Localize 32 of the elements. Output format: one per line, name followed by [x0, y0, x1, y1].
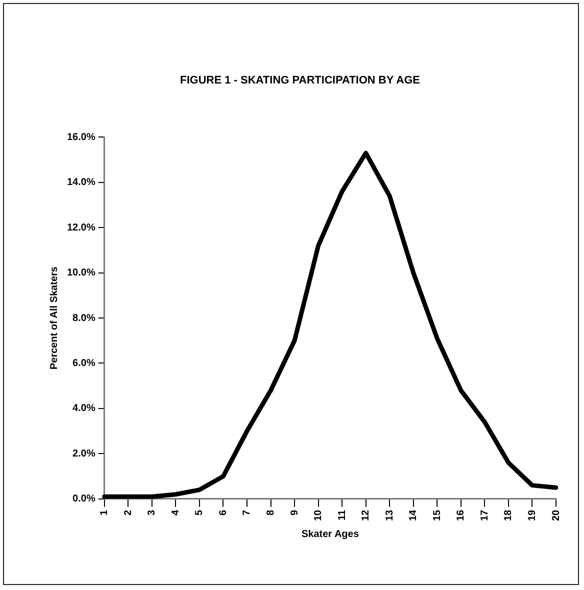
y-tick-label: 12.0%: [66, 222, 96, 234]
x-tick-label: 3: [146, 509, 158, 516]
x-tick-label: 6: [218, 509, 229, 516]
x-tick-label: 5: [194, 509, 206, 516]
x-axis-title: Skater Ages: [301, 528, 360, 540]
x-tick-label: 8: [266, 509, 276, 516]
x-tick-label: 9: [289, 509, 300, 516]
y-tick-label: 6.0%: [72, 358, 96, 369]
x-tick-label: 19: [526, 509, 538, 521]
y-tick-label: 0.0%: [72, 494, 96, 505]
y-tick-label: 14.0%: [66, 177, 96, 188]
x-tick-label: 12: [360, 509, 372, 521]
x-tick-label: 11: [336, 509, 348, 520]
y-tick-label: 4.0%: [72, 403, 96, 414]
x-tick-label: 2: [122, 509, 134, 516]
x-tick-label: 10: [313, 509, 324, 521]
y-tick-label: 8.0%: [72, 312, 96, 324]
y-tick-label: 10.0%: [66, 268, 96, 279]
x-tick-label: 13: [384, 509, 396, 521]
x-tick-label: 14: [408, 509, 420, 521]
x-tick-label: 18: [503, 509, 514, 521]
x-tick-label: 20: [550, 509, 562, 521]
y-tick-label: 2.0%: [72, 448, 96, 460]
y-axis-title: Percent of All Skaters: [48, 266, 60, 370]
x-tick-label: 7: [242, 509, 253, 516]
x-tick-label: 1: [99, 509, 110, 516]
x-tick-label: 16: [456, 509, 467, 521]
y-tick-label: 16.0%: [66, 132, 96, 143]
chart-title: FIGURE 1 - SKATING PARTICIPATION BY AGE: [180, 74, 420, 87]
x-tick-label: 17: [479, 509, 490, 521]
x-tick-label: 4: [170, 509, 182, 516]
x-tick-label: 15: [432, 509, 443, 521]
